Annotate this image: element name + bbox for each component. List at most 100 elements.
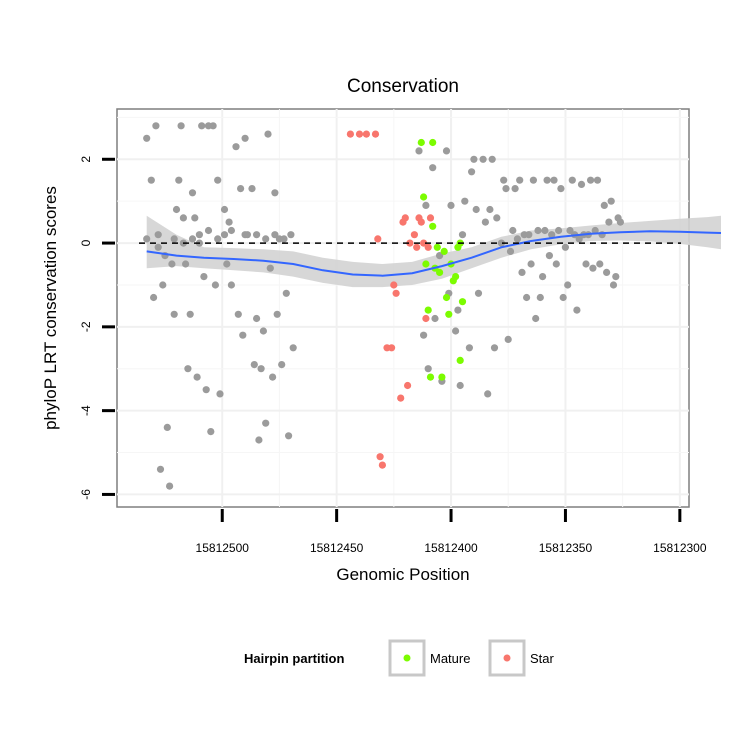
point-other [152,122,160,130]
legend: Hairpin partition Mature Star [244,639,555,677]
point-other [566,226,574,235]
point-other [253,314,261,323]
point-other [500,176,508,184]
point-other [548,231,556,239]
x-axis-title: Genomic Position [336,565,469,584]
point-star [346,130,354,138]
point-other [287,231,295,239]
point-other [486,205,494,214]
legend-dot-mature [403,654,411,662]
point-other [472,205,480,214]
point-other [605,218,613,226]
point-other [502,185,510,193]
point-other [527,260,535,268]
point-other [568,176,576,184]
point-mature [420,193,428,201]
point-star [410,231,418,239]
point-other [422,201,430,209]
point-other [223,260,231,268]
point-other [220,205,229,214]
point-other [447,201,455,209]
point-other [591,226,599,235]
point-other [575,235,583,243]
point-other [273,310,281,318]
point-other [207,428,215,436]
point-other [237,185,245,193]
point-other [609,281,618,289]
point-other [227,226,235,235]
point-other [555,226,563,235]
point-mature [424,306,432,314]
point-mature [436,268,444,276]
point-other [454,306,462,314]
point-mature [429,138,437,147]
point-other [429,164,437,172]
x-axis: 15812500 15812450 15812400 15812350 15812300 [196,509,707,555]
point-other [534,226,542,235]
point-other [239,331,247,339]
point-other [509,226,517,235]
point-other [474,289,483,297]
point-star [376,453,384,461]
legend-dot-star [503,654,511,662]
point-other [193,373,201,381]
point-star [401,214,409,222]
point-other [539,273,547,281]
point-mature [440,247,448,255]
point-other [616,218,625,226]
point-other [289,344,297,352]
point-other [490,344,499,352]
point-other [198,122,206,130]
point-other [436,252,444,260]
point-other [541,226,549,235]
y-tick-label: -6 [79,489,93,500]
y-tick-label: -2 [79,321,93,332]
point-mature [429,222,437,230]
point-star [424,243,432,251]
point-other [147,176,155,184]
point-other [561,243,570,251]
point-other [143,134,151,142]
point-other [184,365,192,373]
point-other [214,235,222,243]
point-other [518,268,526,276]
legend-label-star: Star [530,651,555,666]
point-other [170,310,178,318]
chart-title: Conservation [347,76,459,97]
point-mature [426,373,435,381]
point-other [241,134,249,142]
x-tick-label: 15812350 [539,541,593,555]
point-other [271,231,279,239]
point-mature [445,310,453,318]
point-star [397,394,405,402]
point-other [582,260,590,268]
point-other [587,176,595,184]
point-other [216,390,224,398]
point-other [200,273,208,281]
point-other [166,482,174,490]
point-other [612,273,620,281]
point-other [278,361,286,369]
point-other [234,310,242,318]
y-axis: -6 -4 -2 0 2 [79,156,115,500]
point-other [607,197,615,205]
point-other [484,390,492,398]
point-mature [456,356,464,364]
point-other [497,239,505,247]
point-other [525,231,533,239]
point-star [355,130,364,138]
y-tick-label: 2 [79,156,93,163]
point-mature [417,138,425,147]
point-other [479,155,487,163]
point-other [259,327,267,335]
point-star [378,461,386,469]
y-tick-label: -4 [79,405,93,416]
point-star [420,239,428,247]
point-other [186,310,194,318]
y-tick-label: 0 [79,239,93,246]
point-other [557,185,565,193]
point-star [362,130,370,138]
smooth-line [146,230,722,277]
legend-label-mature: Mature [430,651,470,666]
